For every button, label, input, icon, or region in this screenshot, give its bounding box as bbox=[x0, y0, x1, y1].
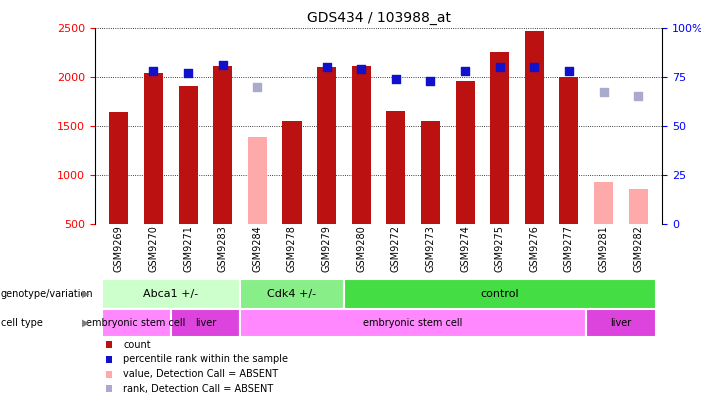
Bar bbox=[248, 137, 267, 224]
Point bbox=[632, 93, 644, 99]
Bar bbox=[283, 121, 301, 224]
Bar bbox=[106, 356, 112, 363]
Bar bbox=[102, 279, 240, 309]
Bar bbox=[106, 341, 112, 348]
Text: embryonic stem cell: embryonic stem cell bbox=[86, 318, 186, 328]
Title: GDS434 / 103988_at: GDS434 / 103988_at bbox=[306, 11, 451, 25]
Text: GSM9279: GSM9279 bbox=[322, 225, 332, 272]
Bar bbox=[421, 121, 440, 224]
Text: embryonic stem cell: embryonic stem cell bbox=[364, 318, 463, 328]
Bar bbox=[213, 66, 232, 224]
Bar bbox=[106, 385, 112, 392]
Text: liver: liver bbox=[611, 318, 632, 328]
Point bbox=[217, 62, 229, 68]
Bar bbox=[594, 182, 613, 224]
Text: control: control bbox=[480, 289, 519, 299]
Bar bbox=[106, 371, 112, 377]
Text: percentile rank within the sample: percentile rank within the sample bbox=[123, 354, 288, 364]
Bar bbox=[586, 309, 655, 337]
Point bbox=[529, 64, 540, 70]
Text: ▶: ▶ bbox=[81, 289, 89, 299]
Text: GSM9280: GSM9280 bbox=[356, 225, 366, 272]
Text: Cdk4 +/-: Cdk4 +/- bbox=[267, 289, 317, 299]
Point bbox=[494, 64, 505, 70]
Point bbox=[252, 83, 263, 89]
Point bbox=[182, 70, 193, 76]
Text: GSM9275: GSM9275 bbox=[495, 225, 505, 272]
Point bbox=[564, 68, 575, 74]
Point bbox=[321, 64, 332, 70]
Point bbox=[355, 66, 367, 72]
Text: GSM9273: GSM9273 bbox=[426, 225, 435, 272]
Bar bbox=[102, 309, 171, 337]
Text: ▶: ▶ bbox=[81, 318, 89, 328]
Point bbox=[598, 89, 609, 95]
Point bbox=[390, 76, 402, 82]
Text: GSM9283: GSM9283 bbox=[218, 225, 228, 272]
Text: GSM9276: GSM9276 bbox=[529, 225, 539, 272]
Text: GSM9282: GSM9282 bbox=[633, 225, 644, 272]
Bar bbox=[179, 86, 198, 224]
Bar bbox=[109, 112, 128, 224]
Bar bbox=[171, 309, 240, 337]
Bar bbox=[317, 67, 336, 224]
Bar bbox=[344, 279, 655, 309]
Text: value, Detection Call = ABSENT: value, Detection Call = ABSENT bbox=[123, 369, 278, 379]
Bar bbox=[525, 30, 544, 224]
Text: cell type: cell type bbox=[1, 318, 43, 328]
Text: GSM9281: GSM9281 bbox=[599, 225, 608, 272]
Bar bbox=[629, 189, 648, 224]
Text: genotype/variation: genotype/variation bbox=[1, 289, 93, 299]
Text: GSM9278: GSM9278 bbox=[287, 225, 297, 272]
Bar bbox=[144, 73, 163, 224]
Text: rank, Detection Call = ABSENT: rank, Detection Call = ABSENT bbox=[123, 384, 273, 394]
Text: liver: liver bbox=[195, 318, 216, 328]
Point bbox=[459, 68, 470, 74]
Point bbox=[425, 78, 436, 84]
Text: GSM9284: GSM9284 bbox=[252, 225, 262, 272]
Bar bbox=[559, 77, 578, 224]
Text: GSM9274: GSM9274 bbox=[460, 225, 470, 272]
Text: Abca1 +/-: Abca1 +/- bbox=[143, 289, 198, 299]
Point bbox=[148, 68, 159, 74]
Text: GSM9269: GSM9269 bbox=[114, 225, 124, 272]
Bar bbox=[240, 279, 344, 309]
Text: GSM9277: GSM9277 bbox=[564, 225, 574, 272]
Text: GSM9272: GSM9272 bbox=[391, 225, 401, 272]
Text: GSM9271: GSM9271 bbox=[183, 225, 193, 272]
Bar bbox=[352, 66, 371, 224]
Bar bbox=[386, 111, 405, 224]
Bar bbox=[456, 81, 475, 224]
Text: count: count bbox=[123, 340, 151, 350]
Bar bbox=[240, 309, 586, 337]
Bar bbox=[490, 52, 509, 224]
Text: GSM9270: GSM9270 bbox=[149, 225, 158, 272]
